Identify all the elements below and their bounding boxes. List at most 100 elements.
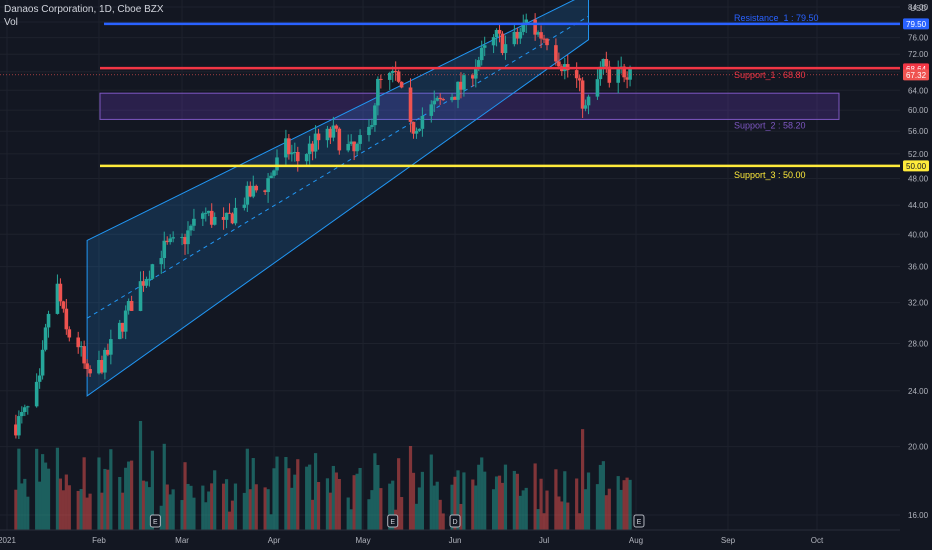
candle-body <box>20 412 24 417</box>
event-marker-label: E <box>390 519 395 526</box>
candle-body <box>628 68 632 80</box>
candle-body <box>295 152 300 162</box>
volume-bar <box>471 479 475 530</box>
candle-body <box>521 22 526 32</box>
axis-currency-label: USD <box>910 4 927 13</box>
price-tick-label: 64.00 <box>908 86 929 95</box>
candle-body <box>334 125 339 129</box>
volume-bar <box>462 472 466 530</box>
volume-bar <box>207 491 211 530</box>
volume-bar <box>500 482 505 530</box>
candle-body <box>625 77 629 80</box>
price-tick-label: 52.00 <box>908 150 929 159</box>
volume-bar <box>578 513 582 530</box>
volume-bar <box>109 449 113 530</box>
volume-bar <box>545 490 549 530</box>
candle-body <box>325 128 330 141</box>
candle-body <box>67 329 72 338</box>
volume-bar <box>491 489 496 530</box>
event-marker-label: E <box>153 519 158 526</box>
candle-body <box>79 346 83 348</box>
volume-bar <box>221 483 226 530</box>
candle-body <box>58 283 63 302</box>
volume-bar <box>76 490 80 530</box>
volume-bar <box>287 468 291 530</box>
volume-bar <box>293 474 297 530</box>
candle-body <box>120 322 125 332</box>
volume-bar <box>103 468 107 530</box>
candle-body <box>103 349 107 373</box>
volume-bar <box>604 495 608 530</box>
volume-bar <box>35 448 39 530</box>
candle-body <box>23 407 27 413</box>
volume-bar <box>316 482 321 530</box>
candle-body <box>622 66 626 78</box>
volume-bar <box>204 502 208 530</box>
candle-body <box>313 133 318 152</box>
candle-body <box>165 240 170 243</box>
volume-bar <box>414 503 419 530</box>
candle-body <box>482 45 487 48</box>
support-3-badge: 50.00 <box>906 162 927 171</box>
candle-body <box>316 133 321 141</box>
event-marker <box>449 514 461 528</box>
time-tick-label: Jun <box>449 536 462 545</box>
candle-body <box>604 58 609 67</box>
candle-body <box>414 130 419 134</box>
candle-body <box>554 45 558 62</box>
volume-bar <box>118 477 122 530</box>
price-tick-label: 56.00 <box>908 127 929 136</box>
candle-body <box>512 31 517 45</box>
volume-bar <box>88 493 92 530</box>
volume-bar <box>586 472 591 530</box>
time-tick-label: May <box>355 536 370 545</box>
price-tick-label: 36.00 <box>908 263 929 272</box>
volume-bar <box>124 467 128 530</box>
candle-body <box>209 210 214 225</box>
volume-bar <box>554 469 558 530</box>
chart-header: Danaos Corporation, 1D, Cboe BZX Vol <box>4 3 164 29</box>
time-tick-label: Aug <box>629 536 643 545</box>
candle-body <box>34 381 39 407</box>
candle-body <box>479 47 484 61</box>
time-tick-label: Apr <box>268 536 281 545</box>
candle-body <box>269 175 273 179</box>
candle-body <box>494 29 499 38</box>
grid <box>0 0 900 530</box>
volume-bar <box>373 453 377 530</box>
candle-body <box>266 178 270 193</box>
candle-body <box>159 258 164 265</box>
volume-bar <box>263 487 267 530</box>
candle-body <box>453 96 457 100</box>
volume-bar <box>127 461 131 530</box>
event-marker-label: D <box>452 519 457 526</box>
price-tick-label: 48.00 <box>908 174 929 183</box>
candle-body <box>85 363 89 369</box>
volume-bar <box>168 494 172 530</box>
candle-body <box>310 143 315 152</box>
volume-bar <box>628 479 632 530</box>
candle-body <box>64 308 69 330</box>
volume-bar <box>533 463 537 530</box>
volume-bar <box>503 464 508 530</box>
volume-bar <box>595 484 600 530</box>
time-tick-label: Sep <box>721 536 736 545</box>
candle-body <box>349 141 353 144</box>
volume-bar <box>121 492 125 530</box>
volume-bar <box>352 475 356 530</box>
volume-bar <box>598 464 603 530</box>
candle-body <box>141 281 146 286</box>
candle-body <box>224 212 229 220</box>
candle-body <box>287 138 291 155</box>
candle-body <box>429 104 434 116</box>
volume-bar <box>346 497 350 530</box>
volume-bar <box>38 481 42 530</box>
candle-body <box>346 143 351 151</box>
volume-bar <box>296 459 300 530</box>
candle-body <box>37 375 42 382</box>
price-tick-label: 44.00 <box>908 201 929 210</box>
volume-bar <box>417 487 422 530</box>
volume-bar <box>616 476 620 530</box>
candle-body <box>186 230 190 245</box>
